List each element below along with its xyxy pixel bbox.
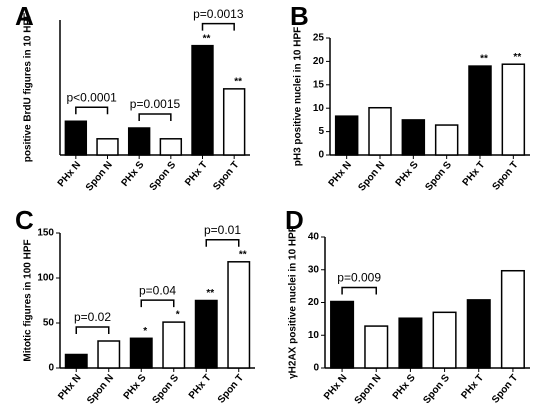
x-tick-label: PHx T: [183, 160, 210, 189]
bar: [434, 124, 459, 156]
y-tick-label: 10: [308, 330, 320, 341]
bar: [466, 299, 491, 369]
bar: [97, 340, 121, 369]
x-tick-label: PHx N: [56, 160, 83, 190]
bracket: [75, 326, 110, 334]
x-tick-label: Spon N: [356, 160, 387, 194]
x-tick-label: Spon S: [150, 372, 181, 406]
bar: [398, 317, 423, 369]
x-tick-label: PHx S: [394, 159, 421, 188]
bracket: [140, 299, 175, 308]
bar: [500, 269, 525, 369]
bracket: [205, 239, 240, 247]
x-tick-label: Spon S: [421, 372, 452, 406]
x-tick-label: PHx S: [391, 372, 418, 401]
bar: [330, 300, 355, 369]
bar: [222, 88, 246, 156]
x-tick-label: PHx T: [459, 373, 486, 402]
significance-mark: **: [234, 76, 242, 87]
bar: [64, 353, 88, 369]
bracket: [341, 286, 377, 295]
x-tick-label: Spon T: [211, 160, 241, 193]
y-tick-label: 30: [308, 264, 320, 275]
x-tick-label: Spon S: [423, 159, 454, 193]
p-value: p=0.04: [139, 283, 176, 297]
x-tick-label: PHx N: [56, 373, 83, 403]
y-axis-label: γH2AX positive nuclei in 10 HPF: [288, 226, 299, 379]
y-tick-label: 20: [308, 297, 320, 308]
x-tick-label: PHx T: [187, 373, 214, 402]
significance-mark: **: [513, 52, 521, 63]
bar: [96, 138, 119, 156]
y-tick-label: 50: [43, 318, 55, 329]
significance-mark: *: [176, 310, 180, 321]
bar: [159, 138, 183, 156]
panel-label: A: [15, 1, 34, 31]
y-tick-label: 40: [308, 232, 320, 243]
p-value: p=0.01: [204, 223, 241, 237]
x-tick-label: Spon S: [148, 159, 179, 193]
x-tick-label: PHx T: [461, 160, 488, 189]
bar: [227, 261, 251, 369]
x-tick-label: Spon N: [85, 373, 116, 407]
bar: [364, 325, 389, 369]
y-tick-label: 25: [313, 33, 325, 44]
bar: [368, 106, 392, 156]
bar: [432, 311, 457, 369]
x-tick-label: PHx N: [327, 160, 354, 190]
x-tick-label: Spon T: [490, 160, 520, 193]
bar: [401, 119, 426, 156]
y-axis-label: positive BrdU figures in 10 HPF: [23, 13, 34, 162]
bar: [194, 299, 218, 369]
y-tick-label: 0: [48, 363, 54, 374]
bar: [334, 115, 359, 156]
y-tick-label: 0: [318, 150, 324, 161]
x-tick-label: PHx S: [122, 372, 149, 401]
bracket: [201, 22, 235, 31]
panel-label: D: [285, 205, 304, 235]
bracket: [75, 106, 109, 115]
bar: [129, 337, 153, 369]
p-value: p=0.02: [74, 310, 111, 324]
y-axis-label: pH3 positive nuclei in 10 HPF: [293, 27, 304, 166]
bar: [162, 321, 186, 369]
panel-label: B: [290, 1, 309, 31]
y-tick-label: 10: [313, 103, 325, 114]
x-tick-label: PHx N: [322, 373, 349, 403]
x-tick-label: Spon T: [216, 373, 246, 406]
p-value: p<0.0001: [66, 90, 117, 104]
significance-mark: **: [203, 33, 211, 44]
y-tick-label: 100: [37, 273, 54, 284]
x-tick-label: Spon N: [353, 373, 384, 407]
bar: [191, 44, 214, 156]
significance-mark: **: [239, 249, 247, 260]
significance-mark: **: [480, 54, 488, 65]
x-tick-label: Spon T: [490, 373, 520, 406]
x-tick-label: PHx S: [119, 159, 146, 188]
x-tick-label: Spon N: [84, 160, 115, 194]
bracket: [138, 113, 172, 121]
panel-label: C: [15, 205, 34, 235]
significance-mark: **: [206, 288, 214, 299]
bar: [501, 63, 526, 156]
y-tick-label: 0: [313, 363, 319, 374]
p-value: p=0.0013: [193, 7, 244, 21]
bar: [468, 65, 492, 156]
significance-mark: *: [143, 326, 147, 337]
y-tick-label: 150: [37, 228, 54, 239]
y-tick-label: 5: [318, 126, 324, 137]
p-value: p=0.0015: [130, 97, 181, 111]
bar: [127, 127, 151, 156]
y-tick-label: 20: [313, 56, 325, 67]
p-value: p=0.009: [337, 271, 381, 285]
bar: [64, 120, 88, 156]
y-tick-label: 15: [313, 79, 325, 90]
y-axis-label: Mitotic figures in 100 HPF: [23, 239, 34, 361]
